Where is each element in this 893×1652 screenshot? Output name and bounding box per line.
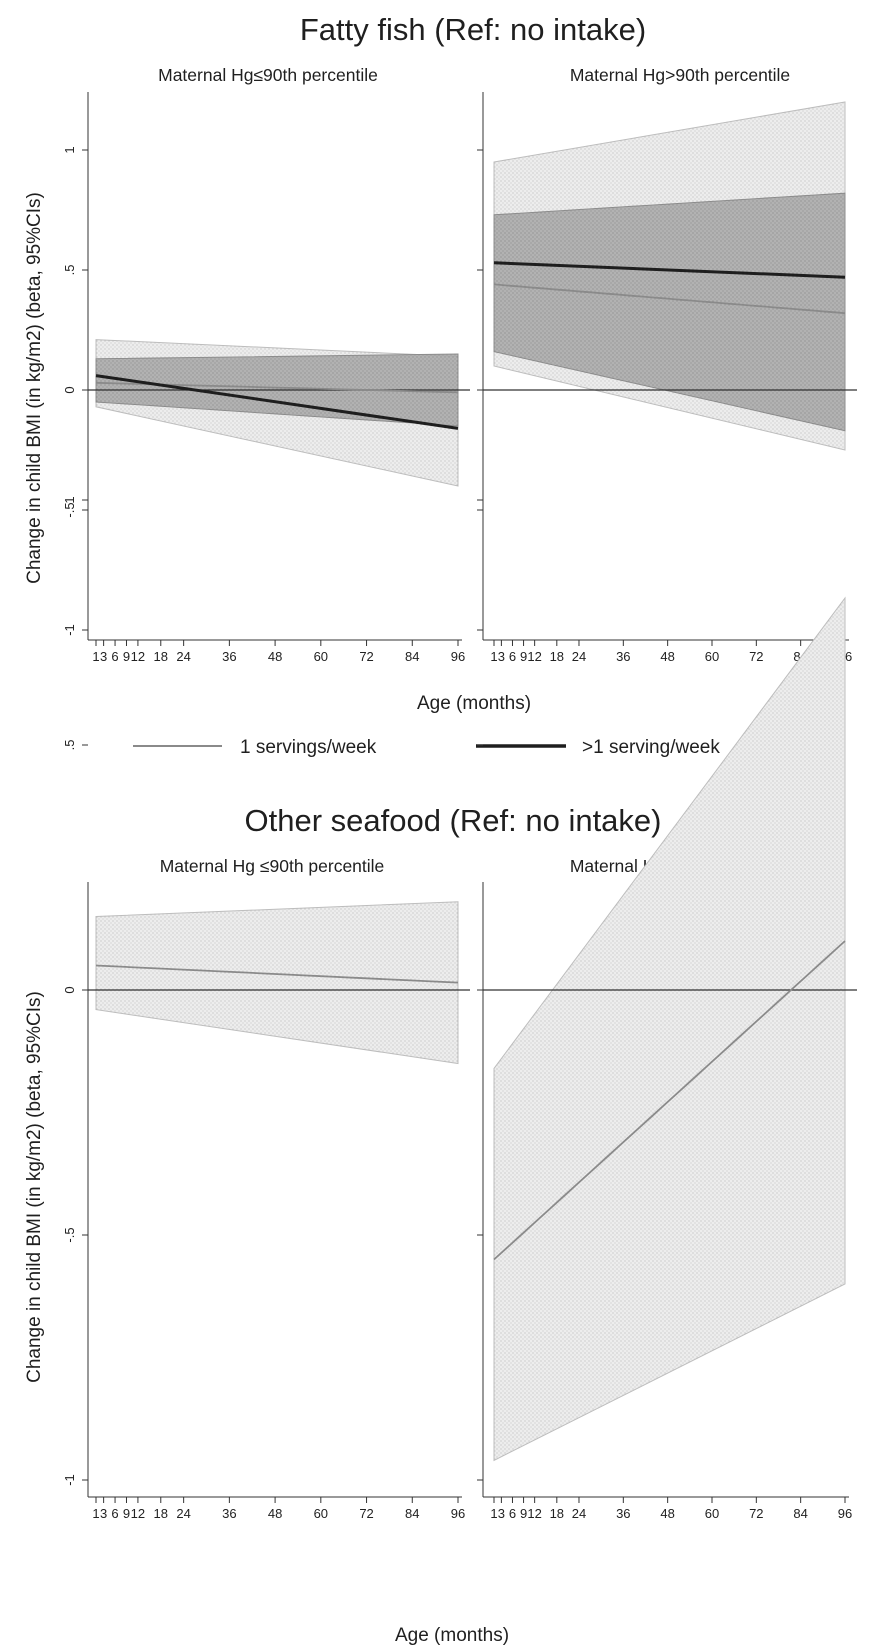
chart1-panel1-x-tick-label: 1 <box>92 649 99 664</box>
chart2-panel2-x-tick-label: 12 <box>527 1506 541 1521</box>
chart2-panel1-x-tick-label: 3 <box>100 1506 107 1521</box>
chart1-panel1-plot: -1-.50.511 3 6 9 12 18 24 36 48 60 72 84 96 <box>62 92 470 664</box>
chart1-panel2-x-tick-label: 9 <box>520 649 527 664</box>
chart1-panel1-series-line-2 <box>95 374 459 430</box>
chart1-panel1-x-tick-label: 60 <box>314 649 328 664</box>
chart2-panel1-x-tick-label: 12 <box>131 1506 145 1521</box>
chart2-panel1-y-tick-label: 0 <box>62 986 77 993</box>
chart2-panel1-x-tick-label: 84 <box>405 1506 419 1521</box>
chart2-panel2-x-tick-label: 1 <box>490 1506 497 1521</box>
chart2-y-axis-label: Change in child BMI (in kg/m2) (beta, 95… <box>24 991 45 1383</box>
chart1-panel2-x-tick-label: 48 <box>660 649 674 664</box>
chart2-panel1-x-tick-label: 48 <box>268 1506 282 1521</box>
chart1-panel1-x-tick-label: 18 <box>154 649 168 664</box>
chart1-panel1-x-tick-label: 84 <box>405 649 419 664</box>
chart1-panel1-x-tick-label: 72 <box>359 649 373 664</box>
chart1-panel1-title: Maternal Hg≤90th percentile <box>158 65 378 85</box>
chart2-panel1-x-tick-label: 18 <box>154 1506 168 1521</box>
chart2-panel2-x-tick-label: 96 <box>838 1506 852 1521</box>
chart1-panel1-x-tick-label: 9 <box>123 649 130 664</box>
chart1-panel2-x-tick-label: 6 <box>509 649 516 664</box>
chart2-panel1-ci-band-1 <box>95 901 459 1065</box>
chart1-panel1-x-tick-label: 48 <box>268 649 282 664</box>
chart2-panel1-x-tick-label: 96 <box>451 1506 465 1521</box>
chart2-panel1-x-tick-label: 24 <box>176 1506 190 1521</box>
chart1-panel2-x-tick-label: 12 <box>527 649 541 664</box>
chart1-panel2-series-line-1 <box>493 283 846 315</box>
chart2-panel1-x-tick-label: 72 <box>359 1506 373 1521</box>
chart2-panel2-x-tick-label: 36 <box>616 1506 630 1521</box>
chart2-panel2-x-tick-label: 24 <box>572 1506 586 1521</box>
chart1-panel2-x-tick-label: 60 <box>705 649 719 664</box>
chart2-x-axis-label: Age (months) <box>395 1625 509 1646</box>
chart1-panel2-x-tick-label: 3 <box>498 649 505 664</box>
chart1-panel2-x-tick-label: 18 <box>550 649 564 664</box>
chart1-panel1-x-tick-label: 36 <box>222 649 236 664</box>
chart2-panel2-series-line-1 <box>493 940 846 1261</box>
chart2-panel1-series-line-1 <box>95 964 459 984</box>
chart2-panel2-x-tick-label: 3 <box>498 1506 505 1521</box>
chart1-panel2-x-tick-label: 36 <box>616 649 630 664</box>
chart1-panel2-x-tick-label: 24 <box>572 649 586 664</box>
chart2-panel1-x-tick-label: 1 <box>92 1506 99 1521</box>
chart1-panel2-ci-band-2 <box>493 192 846 432</box>
chart1-panel2-x-tick-label: 72 <box>749 649 763 664</box>
legend: 1 servings/week >1 serving/week <box>133 737 720 758</box>
chart1-panel1-x-tick-label: 96 <box>451 649 465 664</box>
legend-label-gt1-serving: >1 serving/week <box>582 737 720 758</box>
legend-label-1-serving: 1 servings/week <box>240 737 377 758</box>
chart1-panel1-y-tick-label: -.5 <box>62 502 77 517</box>
chart2-panel1-x-tick-label: 60 <box>314 1506 328 1521</box>
chart2-panel1-y-tick-label: 1 <box>62 496 77 503</box>
chart2-panel1-x-tick-label: 9 <box>123 1506 130 1521</box>
chart2-panel2-x-tick-label: 84 <box>793 1506 807 1521</box>
chart1-panel2-x-tick-label: 1 <box>490 649 497 664</box>
chart1-panel1-y-tick-label: 1 <box>62 146 77 153</box>
chart2-panel1-plot: -1-.50.511 3 6 9 12 18 24 36 48 60 72 84 96 <box>62 496 470 1521</box>
chart1-panel1-x-tick-label: 3 <box>100 649 107 664</box>
chart1-panel1-y-tick-label: 0 <box>62 386 77 393</box>
chart2-panel1-x-tick-label: 6 <box>111 1506 118 1521</box>
chart1-panel1-y-tick-label: -1 <box>62 624 77 636</box>
chart2-panel1-y-tick-label: -.5 <box>62 1227 77 1242</box>
chart1-panel2-title: Maternal Hg>90th percentile <box>570 65 790 85</box>
chart1-panel1-x-tick-label: 12 <box>131 649 145 664</box>
chart2-panel2-x-tick-label: 48 <box>660 1506 674 1521</box>
chart1-y-axis-label: Change in child BMI (in kg/m2) (beta, 95… <box>24 192 45 584</box>
chart2-panel2-x-tick-label: 72 <box>749 1506 763 1521</box>
chart2-panel1-y-tick-label: .5 <box>62 740 77 751</box>
chart2-panel2-ci-band-1 <box>493 596 846 1462</box>
chart2-panel1-title: Maternal Hg ≤90th percentile <box>160 856 385 876</box>
chart2-panel2-x-tick-label: 60 <box>705 1506 719 1521</box>
chart1-panel1-y-tick-label: .5 <box>62 265 77 276</box>
chart2-panel1-x-tick-label: 36 <box>222 1506 236 1521</box>
chart2-panel1-y-tick-label: -1 <box>62 1474 77 1486</box>
chart2-panel2-x-tick-label: 18 <box>550 1506 564 1521</box>
chart1-panel1-x-tick-label: 24 <box>176 649 190 664</box>
chart2-panel2-x-tick-label: 6 <box>509 1506 516 1521</box>
chart1-panel2-series-line-2 <box>493 261 846 279</box>
chart2-panel2-x-tick-label: 9 <box>520 1506 527 1521</box>
chart1-title: Fatty fish (Ref: no intake) <box>300 12 646 47</box>
chart2-title: Other seafood (Ref: no intake) <box>244 803 661 838</box>
chart2-panel2-plot: 1 3 6 9 12 18 24 36 48 60 72 84 96 <box>477 499 857 1521</box>
chart1-panel1-x-tick-label: 6 <box>111 649 118 664</box>
chart1-x-axis-label: Age (months) <box>417 693 531 714</box>
